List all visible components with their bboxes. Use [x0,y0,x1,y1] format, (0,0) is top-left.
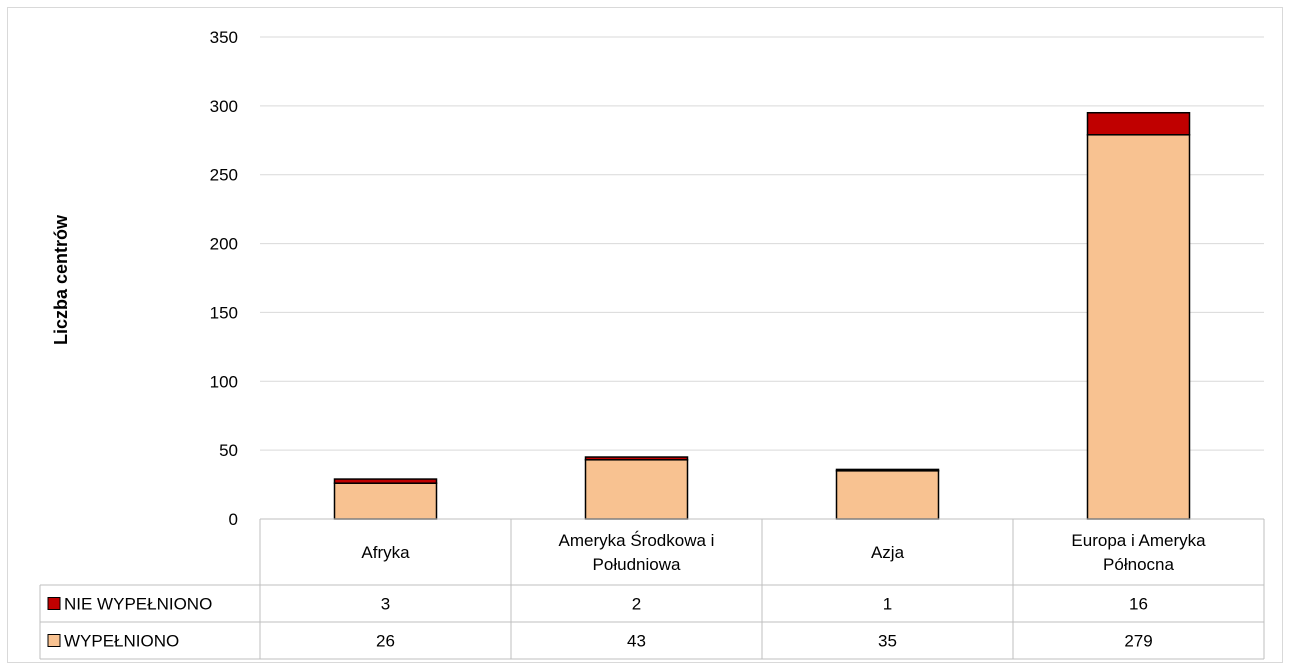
table-cell-value: 3 [381,595,390,614]
category-label: Południowa [593,555,681,574]
y-tick-label: 50 [219,441,238,460]
bar-segment [333,482,438,520]
legend-swatch [47,634,61,647]
category-label: Azja [871,543,905,562]
legend-label: NIE WYPEŁNIONO [64,595,212,614]
chart-frame [7,7,1283,663]
y-tick-label: 200 [210,235,238,254]
category-label: Afryka [361,543,410,562]
table-cell-value: 1 [883,595,892,614]
category-label: Ameryka Środkowa i [559,531,715,550]
table-cell-value: 26 [376,632,395,651]
y-tick-label: 100 [210,372,238,391]
bar-segment [584,456,689,461]
bar-segment [1086,111,1191,136]
category-label: Północna [1103,555,1174,574]
bar-segment [333,478,438,484]
table-cell-value: 279 [1124,632,1152,651]
table-cell-value: 2 [632,595,641,614]
bar-segment [1086,134,1191,520]
bars [333,111,1191,520]
y-tick-label: 0 [229,510,238,529]
table-cell-value: 35 [878,632,897,651]
data-table: Afryka Ameryka Środkowa i Południowa Azja Eu… [39,518,1265,660]
bar-segment [835,470,940,520]
category-label: Europa i Ameryka [1071,531,1206,550]
legend-swatch [47,597,61,610]
bar-segment [835,468,940,472]
bar-segment [584,459,689,520]
y-axis-ticks: 0 50 100 150 200 250 300 350 [210,28,238,529]
y-tick-label: 350 [210,28,238,47]
table-cell-value: 16 [1129,595,1148,614]
y-tick-label: 250 [210,166,238,185]
y-tick-label: 150 [210,303,238,322]
legend-label: WYPEŁNIONO [64,632,179,651]
y-axis-title: Liczba centrów [51,214,71,345]
y-tick-label: 300 [210,97,238,116]
table-cell-value: 43 [627,632,646,651]
